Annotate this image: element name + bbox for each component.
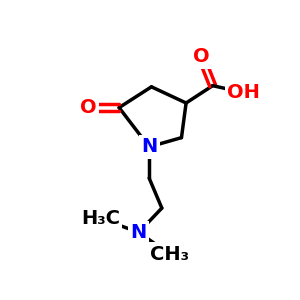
Text: H₃C: H₃C: [81, 209, 120, 228]
Text: O: O: [80, 98, 96, 117]
Text: O: O: [193, 47, 209, 66]
Text: CH₃: CH₃: [150, 245, 189, 264]
Text: N: N: [130, 223, 147, 242]
Text: OH: OH: [227, 83, 260, 102]
Text: N: N: [141, 137, 157, 156]
